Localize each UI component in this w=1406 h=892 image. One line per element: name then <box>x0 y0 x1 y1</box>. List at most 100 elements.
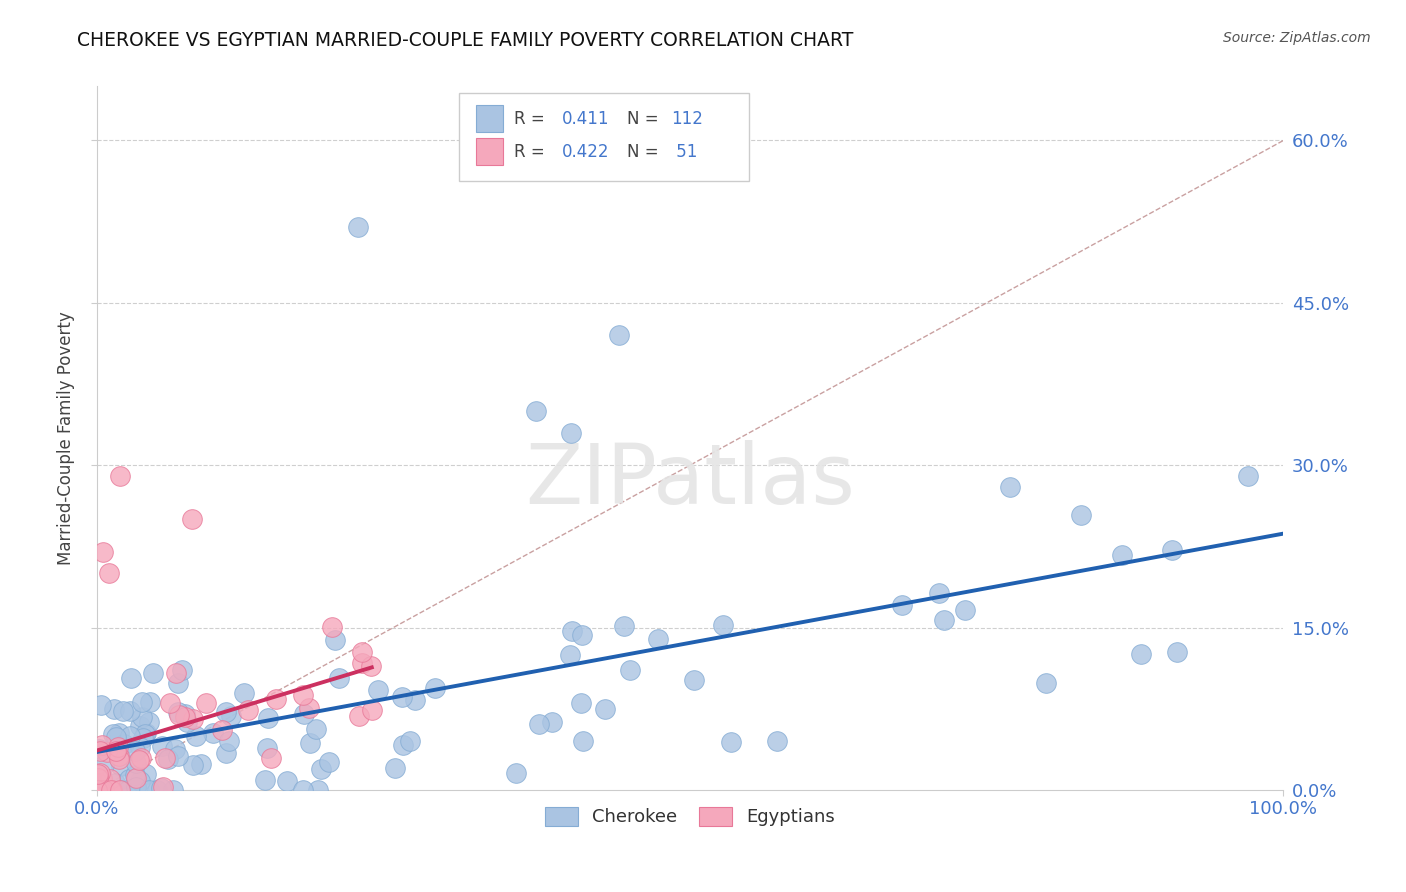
Point <box>180 512 202 526</box>
Point <box>360 659 382 673</box>
Point <box>104 743 127 757</box>
Point <box>1070 508 1092 523</box>
Point <box>89 744 111 758</box>
Point <box>399 734 422 748</box>
Point <box>87 771 110 785</box>
Y-axis label: Married-Couple Family Poverty: Married-Couple Family Poverty <box>58 311 75 565</box>
Point <box>321 620 343 634</box>
Point <box>350 645 373 659</box>
Point <box>118 704 141 718</box>
Point <box>299 736 322 750</box>
Point <box>195 696 218 710</box>
Point <box>142 665 165 680</box>
Point <box>90 698 112 712</box>
Point <box>392 738 415 752</box>
Point <box>128 753 150 767</box>
Point <box>159 696 181 710</box>
Text: 112: 112 <box>671 110 703 128</box>
Point <box>132 731 155 745</box>
Point <box>391 690 413 704</box>
Point <box>97 566 120 581</box>
Point <box>103 702 125 716</box>
FancyBboxPatch shape <box>458 94 749 181</box>
Point <box>166 676 188 690</box>
Point <box>87 783 110 797</box>
Point <box>318 755 340 769</box>
Point <box>104 730 127 744</box>
Point <box>276 774 298 789</box>
Point <box>711 618 734 632</box>
Point <box>108 783 131 797</box>
Text: ZIPatlas: ZIPatlas <box>524 440 855 521</box>
Point <box>118 729 141 743</box>
Point <box>91 783 114 797</box>
Point <box>325 632 347 647</box>
Point <box>347 709 370 723</box>
Point <box>107 752 129 766</box>
Legend: Cherokee, Egyptians: Cherokee, Egyptians <box>538 799 842 834</box>
Text: N =: N = <box>627 143 664 161</box>
Text: R =: R = <box>515 110 550 128</box>
Point <box>256 740 278 755</box>
Point <box>1035 676 1057 690</box>
Point <box>953 603 976 617</box>
Point <box>96 745 118 759</box>
Point <box>307 783 329 797</box>
Point <box>89 765 111 780</box>
Point <box>1130 647 1153 661</box>
Text: Source: ZipAtlas.com: Source: ZipAtlas.com <box>1223 31 1371 45</box>
Point <box>111 704 134 718</box>
Point <box>928 585 950 599</box>
Point <box>135 726 157 740</box>
Point <box>131 695 153 709</box>
Point <box>170 663 193 677</box>
Point <box>125 771 148 785</box>
Text: 0.422: 0.422 <box>562 143 609 161</box>
Point <box>233 686 256 700</box>
Text: 51: 51 <box>671 143 697 161</box>
Point <box>613 619 636 633</box>
Point <box>98 772 121 787</box>
Point <box>138 783 160 797</box>
Point <box>890 598 912 612</box>
Point <box>932 613 955 627</box>
Point <box>264 692 287 706</box>
Point <box>125 780 148 794</box>
Point <box>595 702 617 716</box>
Point <box>683 673 706 688</box>
Point <box>560 425 582 440</box>
Point <box>131 751 153 765</box>
Point <box>104 775 127 789</box>
Point <box>91 545 114 559</box>
Point <box>384 762 406 776</box>
Point <box>619 663 641 677</box>
Point <box>190 756 212 771</box>
Point <box>173 710 195 724</box>
Point <box>167 705 190 719</box>
Point <box>128 739 150 754</box>
Point <box>367 682 389 697</box>
Point <box>346 220 368 235</box>
Point <box>558 648 581 663</box>
Point <box>524 404 547 418</box>
Point <box>108 749 131 764</box>
Point <box>101 727 124 741</box>
Point <box>211 723 233 737</box>
Point <box>254 772 277 787</box>
Point <box>152 780 174 795</box>
Point <box>90 738 112 752</box>
Point <box>201 725 224 739</box>
Point <box>218 734 240 748</box>
Point <box>162 783 184 797</box>
Point <box>527 716 550 731</box>
Point <box>215 746 238 760</box>
Point <box>129 774 152 789</box>
Bar <box>477 105 502 132</box>
Text: R =: R = <box>515 143 550 161</box>
Point <box>86 783 108 797</box>
Point <box>219 709 242 723</box>
Point <box>297 700 319 714</box>
Point <box>350 657 373 671</box>
Point <box>176 714 198 729</box>
Point <box>328 672 350 686</box>
